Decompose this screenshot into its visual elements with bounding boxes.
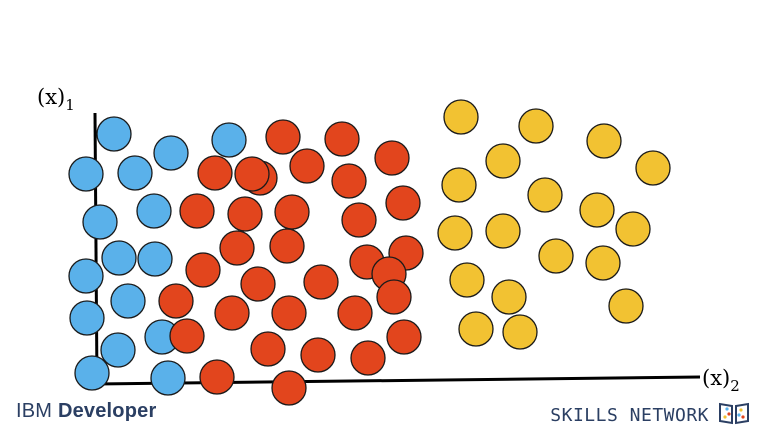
x-axis-label: (x)2 <box>702 366 740 395</box>
red-point <box>324 121 360 157</box>
blue-point <box>150 360 186 396</box>
y-axis <box>93 112 99 387</box>
blue-point <box>100 332 136 368</box>
yellow-point <box>441 167 477 203</box>
yellow-point <box>485 143 521 179</box>
red-point <box>179 193 215 229</box>
red-point <box>376 279 412 315</box>
yellow-point <box>449 262 485 298</box>
blue-point <box>117 155 153 191</box>
yellow-point <box>485 213 521 249</box>
yellow-point <box>608 288 644 324</box>
yellow-point <box>443 99 479 135</box>
red-point <box>158 283 194 319</box>
blue-point <box>101 240 137 276</box>
blue-point <box>82 204 118 240</box>
red-point <box>331 163 367 199</box>
x-axis <box>95 375 701 386</box>
red-point <box>303 264 339 300</box>
red-point <box>185 252 221 288</box>
red-point <box>214 295 250 331</box>
yellow-point <box>538 238 574 274</box>
yellow-point <box>458 311 494 347</box>
blue-point <box>110 283 146 319</box>
red-point <box>265 119 301 155</box>
blue-point <box>68 258 104 294</box>
blue-point <box>74 355 110 391</box>
red-point <box>289 148 325 184</box>
red-point <box>219 230 255 266</box>
red-point <box>350 340 386 376</box>
ibm-developer-logo: IBM Developer <box>16 400 156 423</box>
red-point <box>385 185 421 221</box>
red-point <box>269 228 305 264</box>
blue-point <box>136 193 172 229</box>
red-point <box>199 359 235 395</box>
red-point <box>227 196 263 232</box>
developer-text: Developer <box>57 400 157 422</box>
yellow-point <box>491 279 527 315</box>
red-point <box>300 337 336 373</box>
yellow-point <box>635 150 671 186</box>
y-axis-label: (x)1 <box>37 85 75 114</box>
red-point <box>386 319 422 355</box>
red-point <box>240 266 276 302</box>
red-point <box>337 295 373 331</box>
red-point <box>271 295 307 331</box>
yellow-point <box>437 215 473 251</box>
blue-point <box>211 122 247 158</box>
yellow-point <box>502 314 538 350</box>
blue-point <box>153 135 189 171</box>
yellow-point <box>615 211 651 247</box>
blue-point <box>96 116 132 152</box>
red-point <box>197 155 233 191</box>
skills-network-logo: SKILLS NETWORK <box>550 401 751 430</box>
yellow-point <box>586 123 622 159</box>
yellow-point <box>585 245 621 281</box>
points-group <box>68 99 671 406</box>
red-point <box>234 156 270 192</box>
yellow-point <box>527 177 563 213</box>
yellow-point <box>518 108 554 144</box>
blue-point <box>137 241 173 277</box>
skills-network-text: SKILLS NETWORK <box>550 405 709 426</box>
red-point <box>271 370 307 406</box>
yellow-point <box>579 192 615 228</box>
ibm-text: IBM <box>16 400 53 422</box>
red-point <box>341 202 377 238</box>
red-point <box>374 140 410 176</box>
blue-point <box>69 300 105 336</box>
red-point <box>274 194 310 230</box>
blue-point <box>68 156 104 192</box>
skills-network-book-icon <box>717 401 751 430</box>
red-point <box>169 318 205 354</box>
red-point <box>250 331 286 367</box>
